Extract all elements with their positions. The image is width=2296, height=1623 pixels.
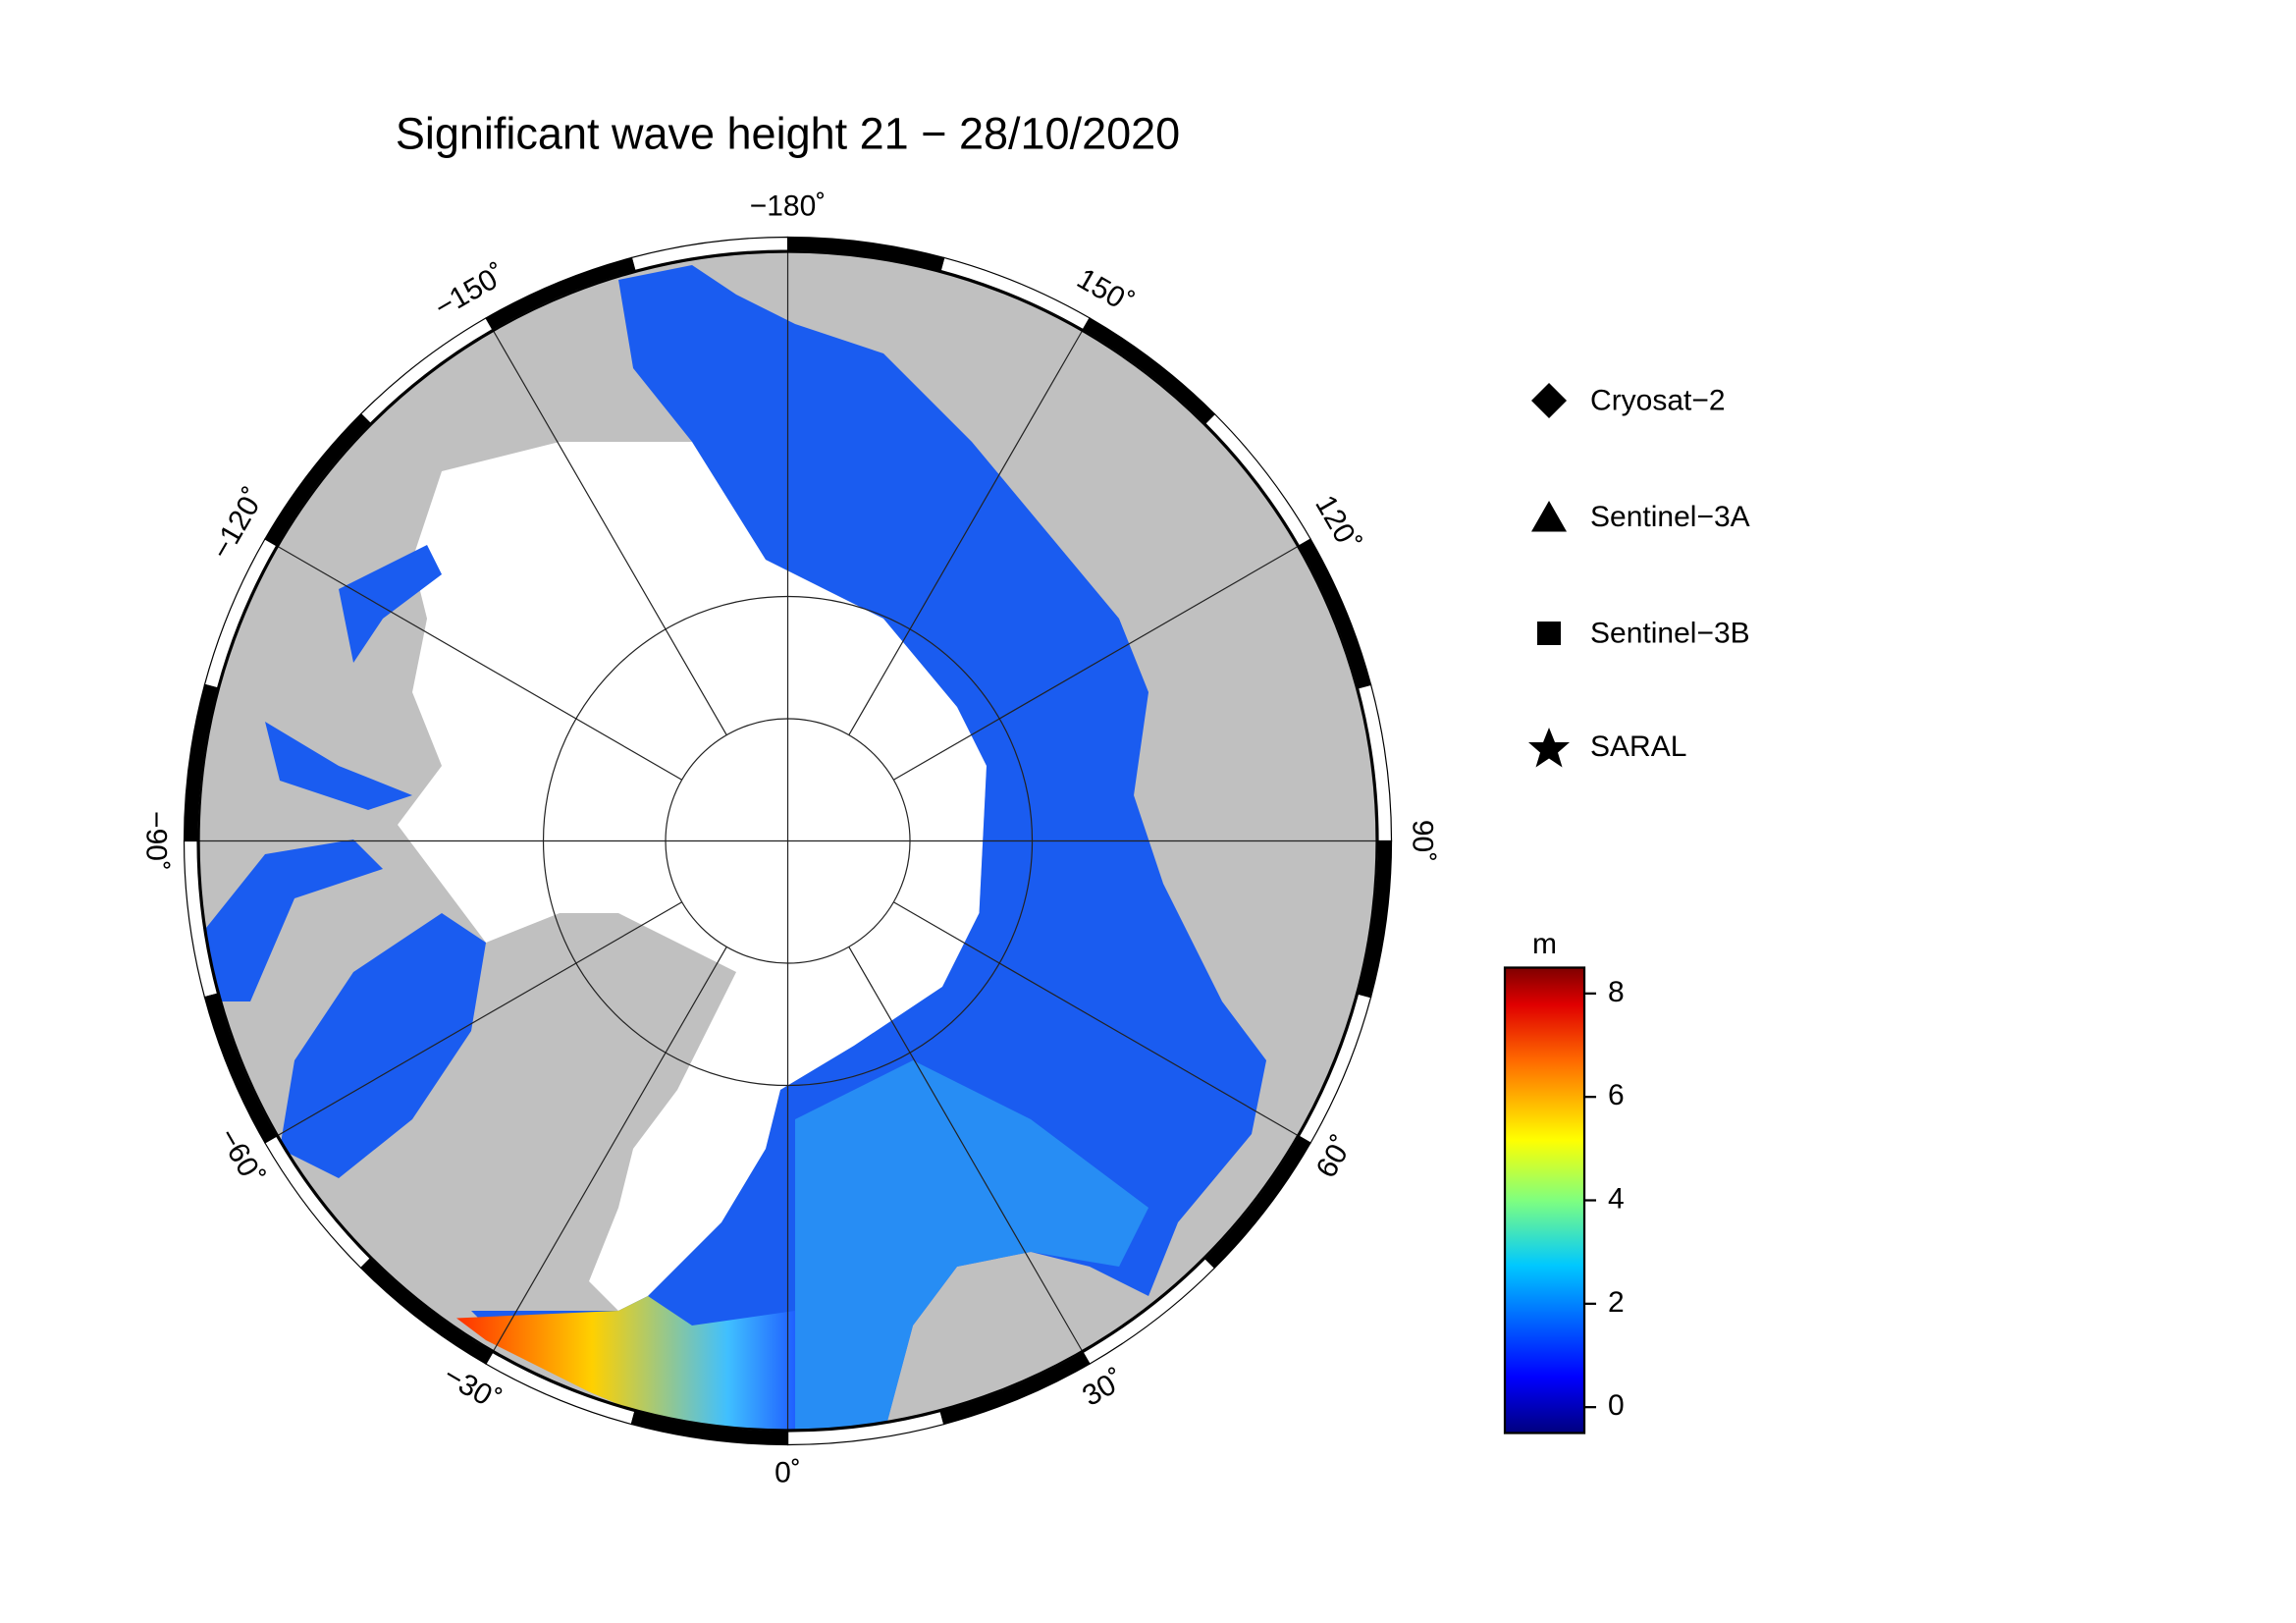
map-area bbox=[198, 251, 1377, 1431]
legend: Cryosat−2 Sentinel−3A Sentinel−3B SARAL bbox=[1528, 383, 1750, 768]
meridian bbox=[277, 901, 683, 1137]
colorbar: m 0 2 4 6 8 bbox=[1503, 928, 1625, 1434]
colorbar-unit: m bbox=[1532, 928, 1557, 960]
longitude-label: 0˚ bbox=[774, 1456, 801, 1488]
title: Significant wave height 21 − 28/10/2020 bbox=[396, 108, 1180, 158]
longitude-label: −90˚ bbox=[140, 811, 173, 871]
meridian bbox=[893, 901, 1299, 1137]
longitude-label: −180˚ bbox=[750, 189, 827, 222]
legend-label: SARAL bbox=[1590, 730, 1686, 763]
colorbar-tick-label: 4 bbox=[1608, 1182, 1625, 1215]
colorbar-tick-label: 6 bbox=[1608, 1079, 1625, 1111]
legend-label: Sentinel−3A bbox=[1590, 501, 1750, 533]
sea-ice bbox=[398, 442, 988, 1311]
colorbar-tick-label: 0 bbox=[1608, 1389, 1625, 1422]
baffin-data bbox=[280, 913, 487, 1178]
longitude-label: 150˚ bbox=[1072, 262, 1140, 320]
legend-label: Sentinel−3B bbox=[1590, 617, 1750, 649]
archipelago-data bbox=[206, 545, 443, 1001]
meridian bbox=[493, 947, 727, 1352]
longitude-label: 60˚ bbox=[1310, 1130, 1360, 1183]
meridian bbox=[493, 330, 727, 735]
frame bbox=[183, 236, 1393, 1446]
diamond-marker bbox=[1531, 383, 1568, 418]
colorbar-tick-label: 2 bbox=[1608, 1286, 1625, 1319]
meridian bbox=[848, 947, 1084, 1352]
ocean-data-warm bbox=[456, 1296, 796, 1431]
meridian bbox=[848, 330, 1084, 735]
meridians bbox=[277, 330, 1299, 1352]
frame-segment bbox=[630, 1410, 789, 1446]
ocean-data-atlantic bbox=[795, 1060, 1149, 1431]
ocean-data bbox=[471, 265, 1267, 1431]
longitude-label: 30˚ bbox=[1077, 1364, 1130, 1413]
meridian bbox=[893, 545, 1299, 781]
star-marker bbox=[1528, 728, 1571, 768]
colorbar-scale bbox=[1503, 966, 1586, 1434]
map-border bbox=[197, 250, 1378, 1432]
longitude-label: 90˚ bbox=[1407, 820, 1439, 862]
legend-label: Cryosat−2 bbox=[1590, 384, 1726, 416]
meridian bbox=[277, 545, 683, 781]
longitude-label: 120˚ bbox=[1308, 490, 1366, 558]
colorbar-tick-label: 8 bbox=[1608, 976, 1625, 1008]
triangle-marker bbox=[1531, 501, 1568, 532]
graticule bbox=[198, 251, 1377, 1431]
square-marker bbox=[1537, 622, 1562, 645]
